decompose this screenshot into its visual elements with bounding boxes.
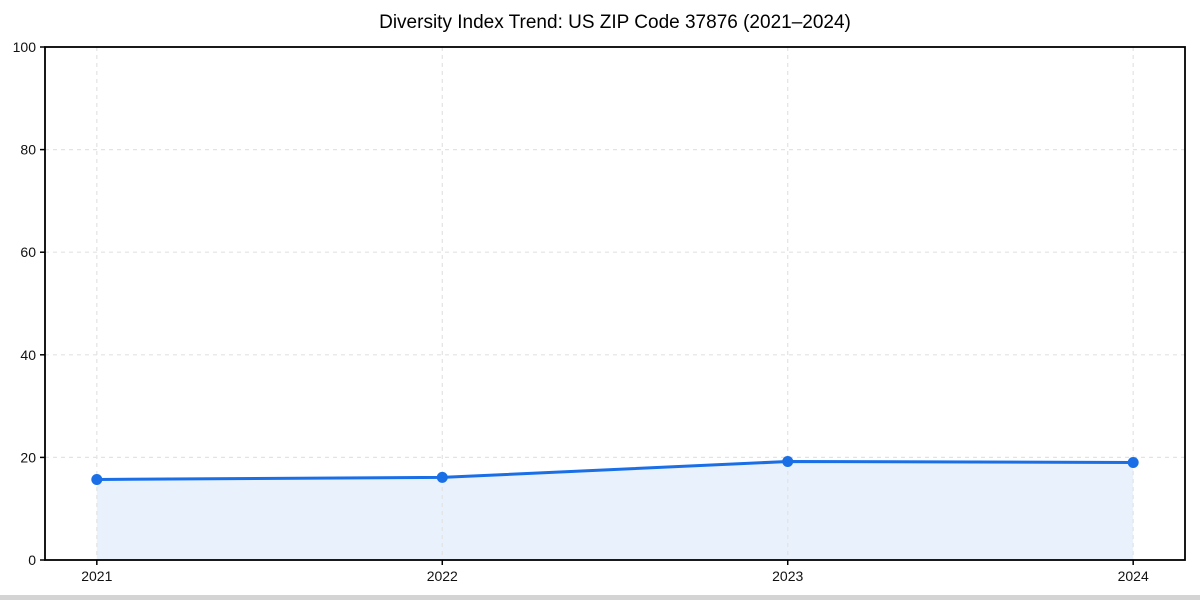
x-tick-label: 2024 (1118, 568, 1149, 584)
trend-line (95, 460, 1135, 481)
data-point-2022 (436, 471, 448, 483)
x-tick-label: 2022 (427, 568, 458, 584)
x-tick-label: 2021 (81, 568, 112, 584)
data-point-2021 (91, 473, 103, 485)
area-fill (96, 461, 1134, 560)
plot-border (44, 46, 1186, 561)
y-tick-label: 100 (13, 39, 37, 55)
data-point-2023 (782, 456, 794, 468)
x-tick-label: 2023 (772, 568, 803, 584)
data-point-2024 (1127, 457, 1139, 469)
y-tick-label: 60 (20, 244, 36, 260)
y-tick-label: 40 (20, 347, 36, 363)
y-tick-label: 0 (28, 552, 36, 568)
bottom-edge-strip (0, 595, 1200, 600)
y-tick-label: 20 (20, 449, 36, 465)
chart-title: Diversity Index Trend: US ZIP Code 37876… (379, 12, 851, 33)
y-tick-label: 80 (20, 142, 36, 158)
